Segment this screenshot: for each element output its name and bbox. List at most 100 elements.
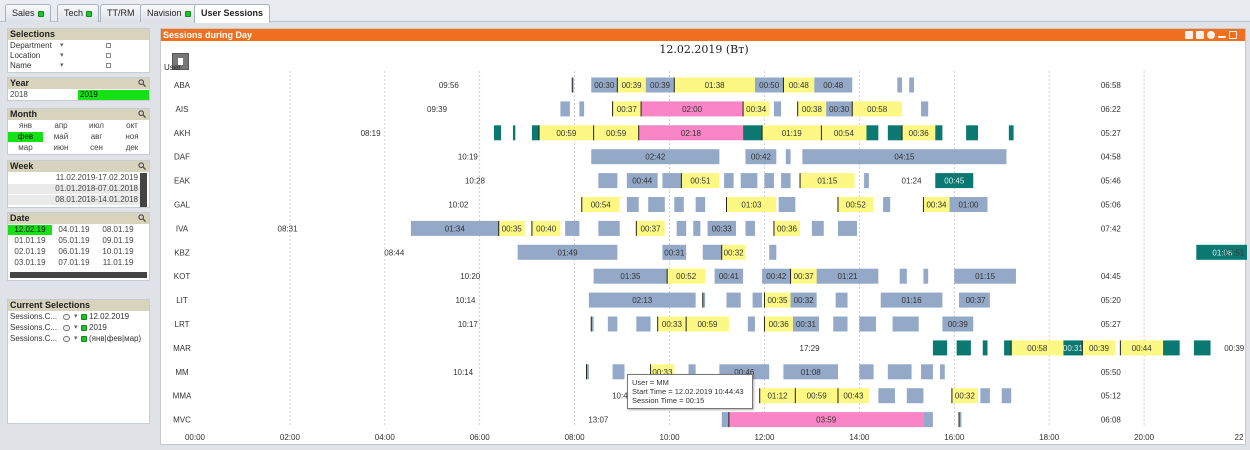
session-bar[interactable] <box>816 268 879 284</box>
scrollbar[interactable] <box>10 272 147 278</box>
session-bar[interactable] <box>1082 340 1116 356</box>
session-bar[interactable] <box>909 77 914 93</box>
session-bar[interactable] <box>821 125 867 141</box>
session-bar[interactable] <box>759 388 796 404</box>
session-bar[interactable] <box>657 316 687 332</box>
session-bar[interactable] <box>790 292 817 308</box>
month-item[interactable]: окт <box>126 121 138 130</box>
year-item-2019[interactable]: 2019 <box>78 90 149 100</box>
session-bar[interactable] <box>878 388 895 404</box>
session-bar[interactable] <box>797 101 827 117</box>
session-bar[interactable] <box>892 316 919 332</box>
date-item[interactable]: 02.01.19 <box>14 247 46 256</box>
month-item[interactable]: фев <box>8 132 43 142</box>
session-bar[interactable] <box>778 197 796 212</box>
week-item[interactable]: 08.01.2018-14.01.2018 <box>8 195 140 205</box>
session-bar[interactable] <box>906 388 924 404</box>
tab-tt-rm[interactable]: TT/RM <box>100 4 142 22</box>
month-item[interactable]: апр <box>54 121 68 130</box>
date-item[interactable]: 05.01.19 <box>58 236 90 245</box>
session-bar[interactable] <box>707 220 736 236</box>
session-bar[interactable] <box>1063 340 1083 356</box>
session-bar[interactable] <box>617 77 646 93</box>
year-item-2018[interactable]: 2018 <box>10 90 28 99</box>
session-bar[interactable] <box>702 292 706 308</box>
session-bar[interactable] <box>1163 340 1180 356</box>
session-bar[interactable] <box>648 197 665 212</box>
session-bar[interactable] <box>814 77 853 93</box>
session-bar[interactable] <box>833 316 848 332</box>
session-bar[interactable] <box>887 125 903 141</box>
session-bar[interactable] <box>1196 244 1249 260</box>
session-bar[interactable] <box>949 197 988 212</box>
week-item[interactable]: 11.02.2019-17.02.2019 <box>55 173 138 182</box>
session-bar[interactable] <box>598 220 620 236</box>
session-bar[interactable] <box>838 388 869 404</box>
session-bar[interactable] <box>880 292 943 308</box>
session-bar[interactable] <box>1011 340 1064 356</box>
session-bar[interactable] <box>560 101 570 117</box>
session-bar[interactable] <box>762 268 791 284</box>
tab-sales[interactable]: Sales <box>5 4 51 22</box>
help-icon[interactable] <box>1207 31 1215 39</box>
session-bar[interactable] <box>593 268 668 284</box>
date-item[interactable]: 06.01.19 <box>58 247 90 256</box>
session-bar[interactable] <box>743 101 770 117</box>
session-bar[interactable] <box>714 268 744 284</box>
date-item[interactable]: 08.01.19 <box>102 225 134 234</box>
session-bar[interactable] <box>859 316 876 332</box>
month-item[interactable]: мар <box>18 143 33 152</box>
session-bar[interactable] <box>726 292 741 308</box>
session-bar[interactable] <box>721 244 746 260</box>
month-item[interactable]: сен <box>90 143 103 152</box>
session-bar[interactable] <box>626 173 658 189</box>
session-bar[interactable] <box>724 173 734 189</box>
month-item[interactable]: ноя <box>125 132 139 141</box>
session-bar[interactable] <box>676 220 687 236</box>
session-bar[interactable] <box>754 77 784 93</box>
session-bar[interactable] <box>852 101 903 117</box>
session-bar[interactable] <box>956 340 971 356</box>
session-bar[interactable] <box>923 268 929 284</box>
session-bar[interactable] <box>764 173 774 189</box>
week-item[interactable]: 01.01.2018-07.01.2018 <box>8 184 140 194</box>
session-bar[interactable] <box>866 125 879 141</box>
dropdown-arrow-icon[interactable]: ▾ <box>74 335 78 342</box>
session-bar[interactable] <box>695 197 706 212</box>
minimize-icon[interactable] <box>1218 36 1226 38</box>
session-bar[interactable] <box>612 101 642 117</box>
print-icon[interactable] <box>1185 31 1193 39</box>
session-bar[interactable] <box>745 149 777 165</box>
session-bar[interactable] <box>641 101 744 117</box>
session-bar[interactable] <box>638 125 744 141</box>
month-item[interactable]: янв <box>19 121 32 130</box>
session-bar[interactable] <box>740 173 758 189</box>
session-bar[interactable] <box>887 364 912 380</box>
session-bar[interactable] <box>883 197 891 212</box>
session-bar[interactable] <box>686 316 729 332</box>
session-bar[interactable] <box>565 220 580 236</box>
date-item[interactable]: 03.01.19 <box>14 258 46 267</box>
month-item[interactable]: май <box>53 132 69 141</box>
session-bar[interactable] <box>612 364 625 380</box>
session-bar[interactable] <box>980 388 990 404</box>
session-bar[interactable] <box>899 268 907 284</box>
export-excel-icon[interactable] <box>1196 31 1204 39</box>
session-bar[interactable] <box>942 316 974 332</box>
session-bar[interactable] <box>702 244 722 260</box>
session-bar[interactable] <box>897 77 903 93</box>
month-item[interactable]: авг <box>90 132 103 141</box>
search-icon[interactable] <box>138 79 146 87</box>
session-bar[interactable] <box>932 340 948 356</box>
date-item[interactable]: 12.02.19 <box>8 225 52 235</box>
date-item[interactable]: 09.01.19 <box>102 236 134 245</box>
session-bar[interactable] <box>773 101 782 117</box>
session-bar[interactable] <box>588 292 696 308</box>
session-bar[interactable] <box>636 316 651 332</box>
session-bar[interactable] <box>586 364 589 380</box>
session-bar[interactable] <box>531 220 561 236</box>
session-bar[interactable] <box>721 412 729 428</box>
date-item[interactable]: 01.01.19 <box>14 236 46 245</box>
session-bar[interactable] <box>662 173 682 189</box>
field-checkbox[interactable] <box>106 63 111 68</box>
